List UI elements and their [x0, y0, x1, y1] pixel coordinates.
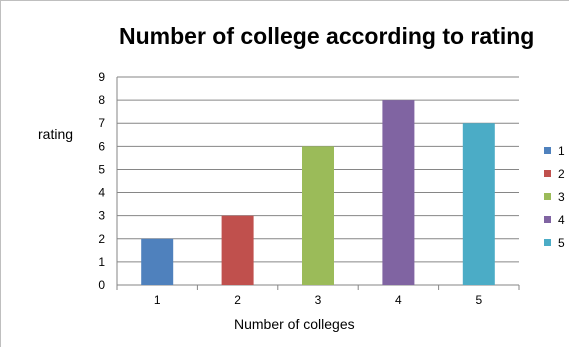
legend-item: 3: [544, 185, 569, 208]
y-tick-label: 1: [98, 255, 105, 269]
x-tick-label: 1: [154, 293, 161, 307]
x-tick-label: 2: [234, 293, 241, 307]
x-tick-label: 3: [315, 293, 322, 307]
legend-swatch: [544, 170, 551, 177]
legend-label: 3: [558, 189, 565, 204]
y-tick-label: 4: [98, 186, 105, 200]
bar: [302, 146, 334, 285]
legend-item: 5: [544, 231, 569, 254]
bar: [462, 123, 495, 285]
legend-label: 1: [558, 143, 565, 158]
legend-swatch: [544, 216, 551, 223]
y-tick-label: 7: [98, 116, 105, 130]
legend-item: 2: [544, 162, 569, 185]
chart-title: Number of college according to rating: [119, 23, 535, 49]
x-tick-label: 5: [475, 293, 482, 307]
legend-swatch: [544, 147, 551, 154]
y-tick-label: 6: [98, 139, 105, 153]
legend-item: 4: [544, 208, 569, 231]
y-tick-label: 5: [98, 162, 105, 176]
legend-swatch: [544, 193, 551, 200]
y-tick-label: 9: [98, 70, 105, 84]
bar: [221, 215, 254, 285]
legend-label: 4: [558, 212, 565, 227]
legend-swatch: [544, 239, 551, 246]
legend-item: 1: [544, 139, 569, 162]
bar: [382, 100, 415, 285]
legend-label: 5: [558, 235, 565, 250]
y-tick-label: 8: [98, 93, 105, 107]
x-axis-label: Number of colleges: [234, 316, 355, 332]
y-tick-label: 0: [98, 278, 105, 292]
y-tick-label: 3: [98, 209, 105, 223]
legend-label: 2: [558, 166, 565, 181]
x-tick-label: 4: [395, 293, 402, 307]
legend: 1 2 3 4 5: [544, 139, 569, 254]
y-tick-label: 2: [98, 232, 105, 246]
bar: [141, 238, 174, 285]
y-axis-label: rating: [38, 126, 74, 142]
